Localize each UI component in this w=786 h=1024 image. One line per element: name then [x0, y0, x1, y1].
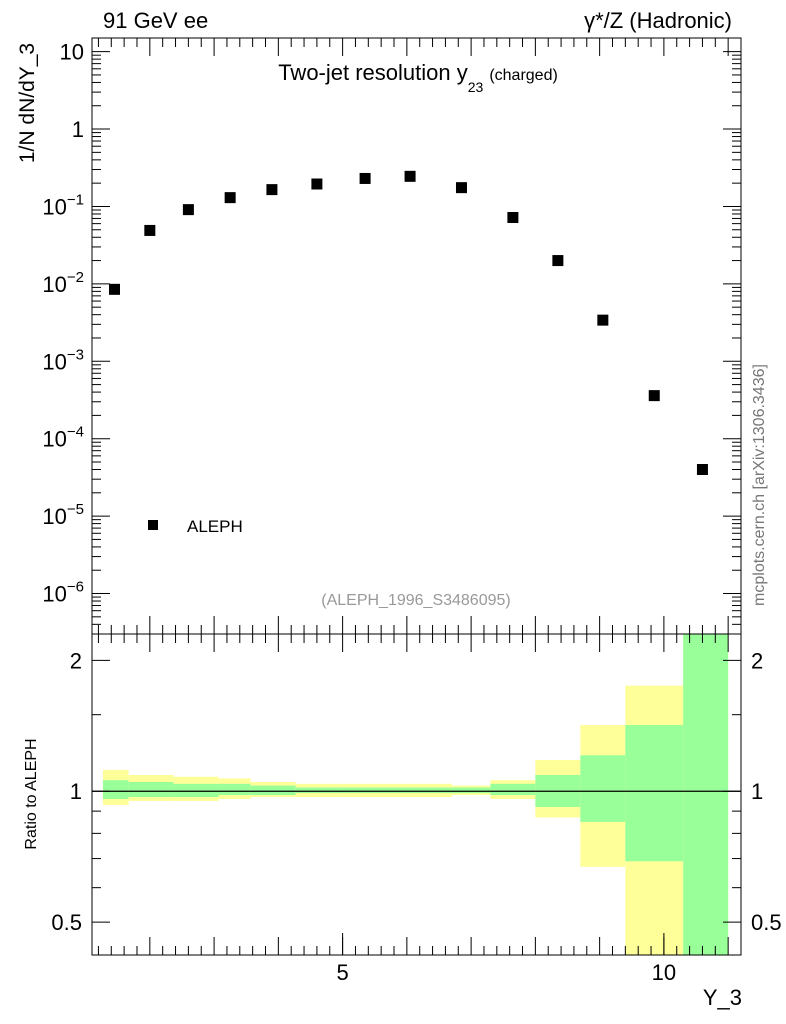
data-point — [266, 184, 278, 196]
ratio-y-tick-label-left: 2 — [70, 648, 82, 673]
ratio-bands — [92, 634, 741, 955]
chart-title-subscript: 23 — [468, 79, 484, 95]
main-y-tick-mantissa: 10 — [42, 582, 66, 607]
chart-title: Two-jet resolution y23 (charged) — [278, 60, 558, 95]
data-point — [311, 178, 323, 190]
data-point — [552, 255, 564, 267]
data-points — [108, 170, 708, 476]
ratio-y-tick-label-right: 1 — [751, 779, 763, 804]
data-point — [648, 390, 660, 402]
ratio-y-axis-label: Ratio to ALEPH — [23, 738, 40, 849]
ratio-y-tick-label-left: 0.5 — [51, 910, 82, 935]
main-y-tick-label: 10−5 — [42, 501, 84, 529]
legend: ALEPH — [148, 517, 243, 536]
data-point — [696, 464, 708, 476]
data-point — [359, 172, 371, 184]
data-point — [182, 204, 194, 216]
ratio-band-inner — [128, 782, 174, 797]
main-y-tick-mantissa: 10 — [42, 427, 66, 452]
ratio-y-tick-label-right: 2 — [751, 648, 763, 673]
ratio-band-inner — [451, 787, 491, 794]
data-point — [455, 182, 467, 194]
chart-title-text: Two-jet resolution y23 (charged) — [278, 60, 558, 95]
ratio-band-inner — [250, 785, 296, 796]
x-tick-label: 5 — [336, 960, 348, 985]
main-y-tick-exponent: −4 — [67, 424, 84, 441]
ratio-band-inner — [580, 755, 626, 822]
ratio-band-inner — [625, 725, 684, 862]
main-y-tick-label: 10−3 — [42, 346, 84, 374]
reference-label: (ALEPH_1996_S3486095) — [321, 592, 510, 609]
main-y-tick-exponent: −6 — [67, 579, 84, 596]
main-y-tick-label: 10 — [60, 40, 84, 65]
watermark-label: mcplots.cern.ch [arXiv:1306.3436] — [751, 364, 768, 606]
ratio-band-inner — [102, 780, 129, 799]
main-y-tick-exponent: −3 — [67, 346, 84, 363]
main-y-tick-exponent: −1 — [67, 191, 84, 208]
main-y-tick-label: 10−2 — [42, 269, 84, 297]
chart-title-suffix: (charged) — [489, 67, 557, 84]
main-y-tick-label: 10−1 — [42, 191, 84, 219]
main-y-tick-mantissa: 10 — [60, 40, 84, 65]
main-plot-frame — [91, 37, 742, 635]
main-y-tick-label: 10−4 — [42, 424, 84, 452]
ratio-band-inner — [295, 787, 343, 794]
main-y-tick-mantissa: 1 — [72, 117, 84, 142]
ratio-band-inner — [683, 634, 729, 955]
main-y-tick-mantissa: 10 — [42, 272, 66, 297]
data-point — [404, 170, 416, 182]
main-y-tick-mantissa: 10 — [42, 349, 66, 374]
x-tick-label: 10 — [652, 960, 676, 985]
data-point — [507, 212, 519, 224]
header-left-label: 91 GeV ee — [103, 8, 208, 33]
data-point — [224, 192, 236, 204]
ratio-axis-ticks: 0.5 0.5 1 1 2 2 5 10 — [51, 634, 782, 985]
ratio-plot-frame — [91, 633, 742, 956]
main-y-tick-mantissa: 10 — [42, 194, 66, 219]
ratio-band-inner — [218, 783, 251, 796]
ratio-band-inner — [173, 783, 219, 797]
x-axis-label: Y_3 — [703, 985, 742, 1010]
main-y-tick-mantissa: 10 — [42, 504, 66, 529]
data-point — [108, 283, 120, 295]
ratio-y-tick-label-right: 0.5 — [751, 910, 782, 935]
ratio-band-inner — [490, 783, 536, 796]
header-right-label: γ*/Z (Hadronic) — [584, 8, 732, 33]
data-point — [144, 224, 156, 236]
main-y-tick-label: 1 — [72, 117, 84, 142]
main-y-axis-label: 1/N dN/dY_3 — [16, 43, 39, 163]
main-y-tick-exponent: −5 — [67, 501, 84, 518]
ratio-band-inner — [342, 787, 452, 794]
legend-marker — [148, 520, 158, 530]
data-point — [597, 314, 609, 326]
main-y-tick-exponent: −2 — [67, 269, 84, 286]
ratio-y-tick-label-left: 1 — [70, 779, 82, 804]
main-y-tick-label: 10−6 — [42, 579, 84, 607]
legend-label: ALEPH — [187, 517, 243, 536]
chart-title-main: Two-jet resolution y — [278, 60, 468, 85]
